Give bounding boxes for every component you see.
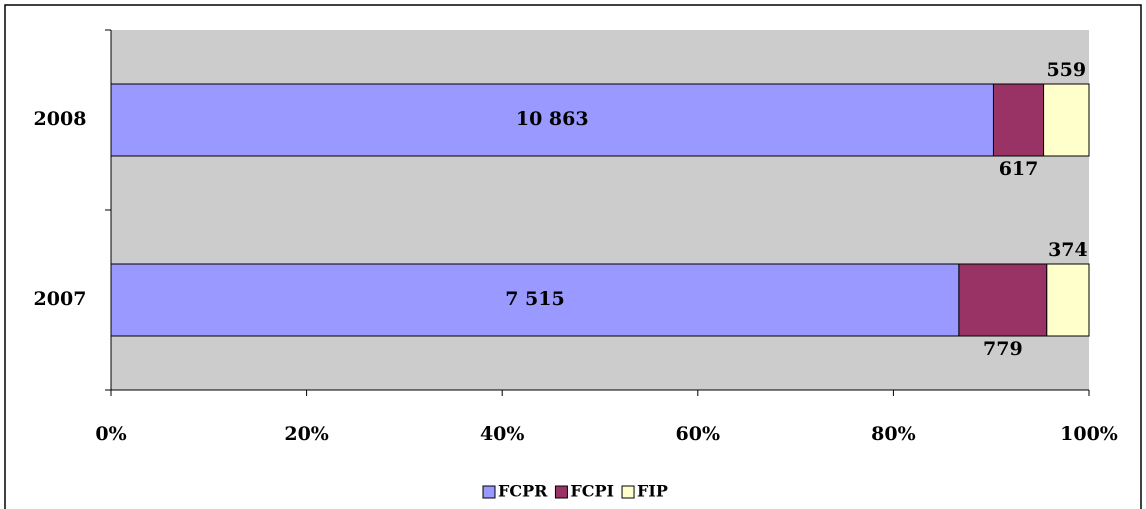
data-label: 374 xyxy=(1048,239,1088,261)
chart-frame xyxy=(4,4,1142,509)
y-tick-label: 2007 xyxy=(34,288,87,310)
legend-swatch xyxy=(482,485,496,499)
bar-segment xyxy=(1046,263,1090,337)
data-label: 7 515 xyxy=(505,288,565,310)
bar-segment xyxy=(1043,83,1090,157)
bar-segment xyxy=(110,83,994,157)
legend-label: FCPI xyxy=(570,482,614,501)
data-label: 617 xyxy=(999,158,1039,180)
data-label: 10 863 xyxy=(516,108,589,130)
bar-segment xyxy=(992,83,1045,157)
legend-swatch xyxy=(621,485,635,499)
x-tick-label: 0% xyxy=(95,423,126,445)
data-label: 559 xyxy=(1046,59,1086,81)
legend-label: FCPR xyxy=(498,482,548,501)
data-label: 779 xyxy=(983,338,1023,360)
x-tick-label: 20% xyxy=(284,423,329,445)
x-tick-label: 80% xyxy=(871,423,916,445)
bar-segment xyxy=(958,263,1048,337)
x-tick-label: 60% xyxy=(676,423,721,445)
y-tick-label: 2008 xyxy=(34,108,87,130)
legend-swatch xyxy=(554,485,568,499)
legend-label: FIP xyxy=(637,482,668,501)
x-tick-label: 100% xyxy=(1060,423,1118,445)
x-tick-label: 40% xyxy=(480,423,525,445)
